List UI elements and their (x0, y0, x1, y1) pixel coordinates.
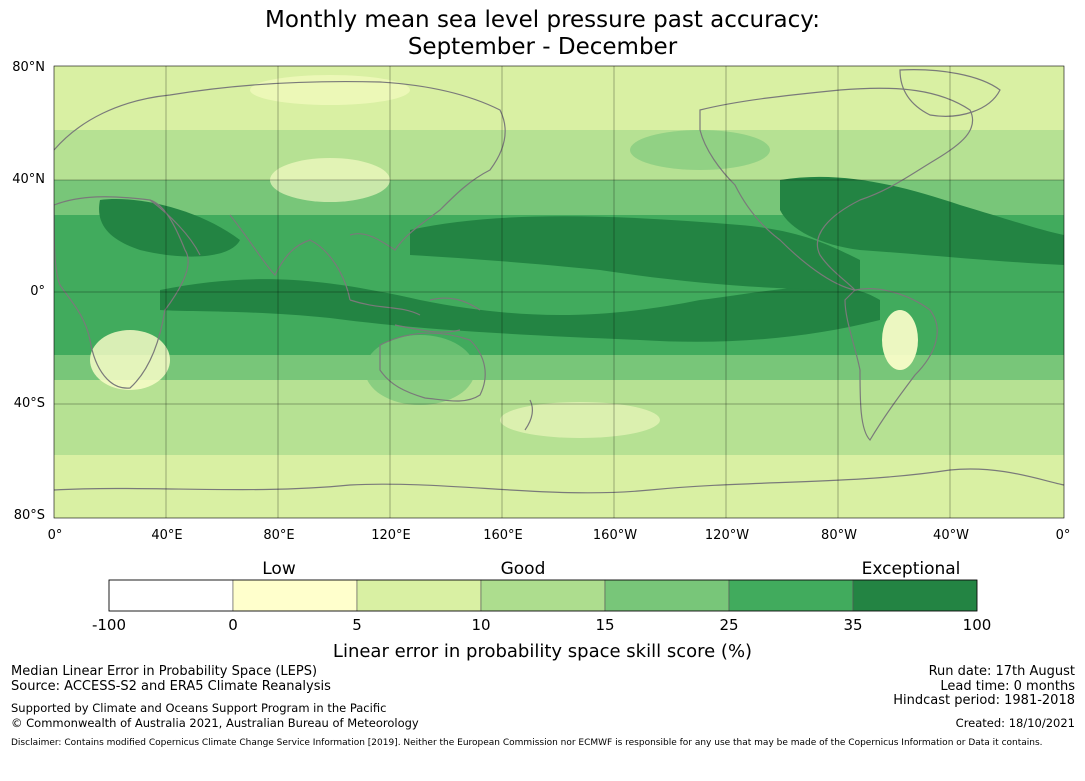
footer-method: Median Linear Error in Probability Space… (11, 664, 318, 679)
legend-category-label: Exceptional (861, 559, 961, 579)
footer-run-date: Run date: 17th August (928, 664, 1075, 679)
legend-axis-label: Linear error in probability space skill … (332, 641, 753, 662)
chart-title-line2: September - December (407, 34, 678, 60)
colorbar-segment (852, 579, 978, 612)
colorbar-segment (604, 579, 730, 612)
chart-title-line1: Monthly mean sea level pressure past acc… (265, 7, 820, 33)
colorbar (108, 579, 978, 612)
skill-region (500, 402, 660, 438)
coastline (844, 288, 938, 441)
colorbar-segment (480, 579, 606, 612)
coastline (699, 87, 974, 291)
skill-region (270, 158, 390, 202)
skill-region (99, 199, 241, 257)
skill-region (882, 310, 918, 370)
legend-tick-label: 25 (719, 616, 739, 634)
lon-label: 160°E (483, 528, 523, 543)
lat-label: 0° (30, 284, 45, 299)
colorbar-frame (108, 579, 978, 612)
footer-disclaimer: Disclaimer: Contains modified Copernicus… (11, 738, 1043, 748)
footer-lead-time: Lead time: 0 months (940, 679, 1075, 694)
footer-created-date: Created: 18/10/2021 (955, 716, 1075, 730)
skill-region (250, 75, 410, 105)
legend-category-label: Low (262, 559, 296, 579)
lon-label: 0° (47, 528, 63, 543)
skill-region (630, 130, 770, 170)
lat-label: 80°N (12, 60, 45, 75)
lon-label: 120°W (704, 528, 750, 543)
footer-hindcast-period: Hindcast period: 1981-2018 (893, 693, 1075, 708)
footer-source: Source: ACCESS-S2 and ERA5 Climate Reana… (11, 679, 331, 694)
footer-copyright: © Commonwealth of Australia 2021, Austra… (11, 716, 419, 730)
skill-region (54, 450, 1064, 518)
colorbar-segment (728, 579, 854, 612)
legend-category-label: Good (500, 559, 546, 579)
lon-label: 120°E (371, 528, 411, 543)
map-frame (53, 65, 1065, 519)
legend-tick-label: 100 (962, 616, 992, 634)
legend-tick-label: 15 (595, 616, 615, 634)
coastline (349, 297, 481, 333)
coastline (54, 80, 506, 251)
lon-label: 80°E (263, 528, 295, 543)
skill-region (780, 176, 1064, 265)
colorbar-segment (232, 579, 358, 612)
skill-region (365, 335, 475, 405)
skill-region (410, 216, 860, 290)
colorbar-segment (356, 579, 482, 612)
lat-label: 40°N (12, 172, 45, 187)
lat-label: 40°S (13, 396, 45, 411)
lon-label: 0° (1055, 528, 1071, 543)
coastline (524, 399, 534, 431)
legend-tick-label: 0 (228, 616, 238, 634)
coastline (379, 332, 486, 402)
skill-region (90, 330, 170, 390)
coastline (899, 69, 1001, 117)
coastline (54, 468, 1064, 494)
legend-tick-label: -100 (91, 616, 127, 634)
legend-tick-label: 35 (843, 616, 863, 634)
lon-label: 80°W (821, 528, 857, 543)
lon-label: 40°W (933, 528, 969, 543)
lon-label: 160°W (592, 528, 638, 543)
legend-tick-label: 5 (352, 616, 362, 634)
lon-label: 40°E (151, 528, 183, 543)
footer-support: Supported by Climate and Oceans Support … (11, 701, 387, 715)
coastline (149, 199, 351, 301)
legend-tick-label: 10 (471, 616, 491, 634)
lat-label: 80°S (13, 508, 45, 523)
colorbar-segment (108, 579, 234, 612)
skill-region (54, 66, 1064, 136)
skill-region (160, 279, 880, 342)
